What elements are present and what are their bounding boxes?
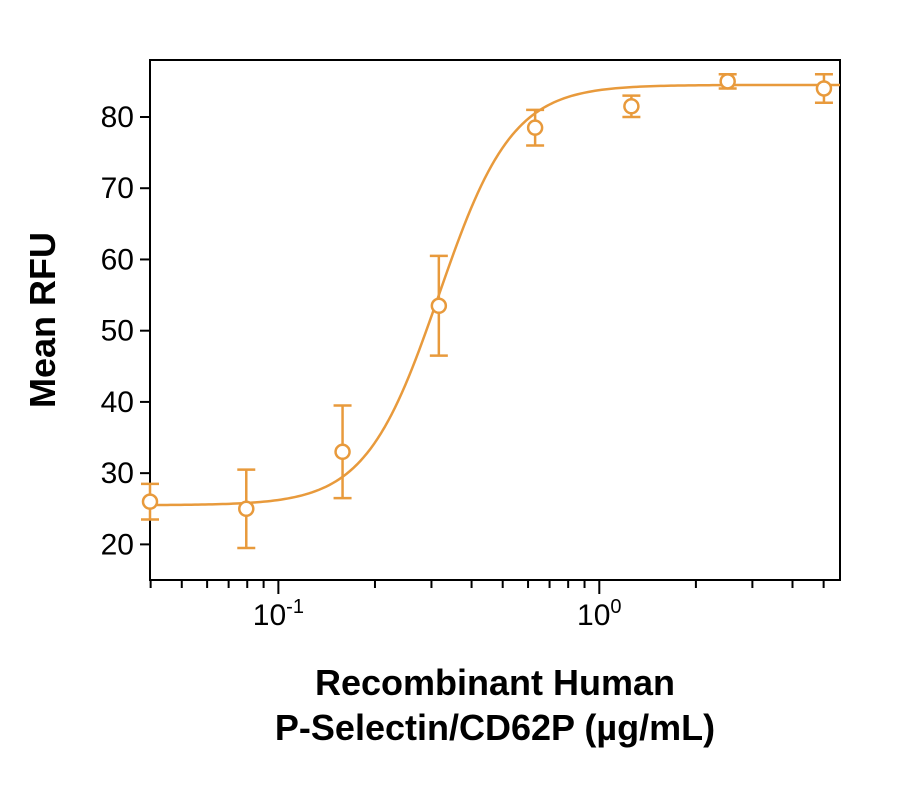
- data-point: [721, 74, 735, 88]
- data-point: [239, 502, 253, 516]
- svg-text:40: 40: [101, 386, 134, 419]
- svg-text:70: 70: [101, 172, 134, 205]
- svg-text:30: 30: [101, 457, 134, 490]
- svg-text:100: 100: [577, 596, 622, 632]
- data-point: [143, 495, 157, 509]
- x-axis-title-line1: Recombinant Human: [315, 662, 675, 703]
- dose-response-chart: 20 30 40 50 60 70 80 Mean RFU 10-1 100 Recombinant…: [0, 0, 907, 810]
- svg-text:80: 80: [101, 101, 134, 134]
- chart-container: 20 30 40 50 60 70 80 Mean RFU 10-1 100 Recombinant…: [0, 0, 907, 810]
- svg-text:60: 60: [101, 243, 134, 276]
- svg-text:50: 50: [101, 315, 134, 348]
- svg-text:20: 20: [101, 528, 134, 561]
- data-point: [336, 445, 350, 459]
- data-point: [432, 299, 446, 313]
- fit-curve: [150, 85, 840, 505]
- data-point: [528, 121, 542, 135]
- data-point: [624, 99, 638, 113]
- x-axis-title-line2: P-Selectin/CD62P (µg/mL): [275, 707, 715, 748]
- data-point: [817, 81, 831, 95]
- y-axis-title: Mean RFU: [22, 232, 63, 408]
- svg-text:10-1: 10-1: [253, 596, 304, 632]
